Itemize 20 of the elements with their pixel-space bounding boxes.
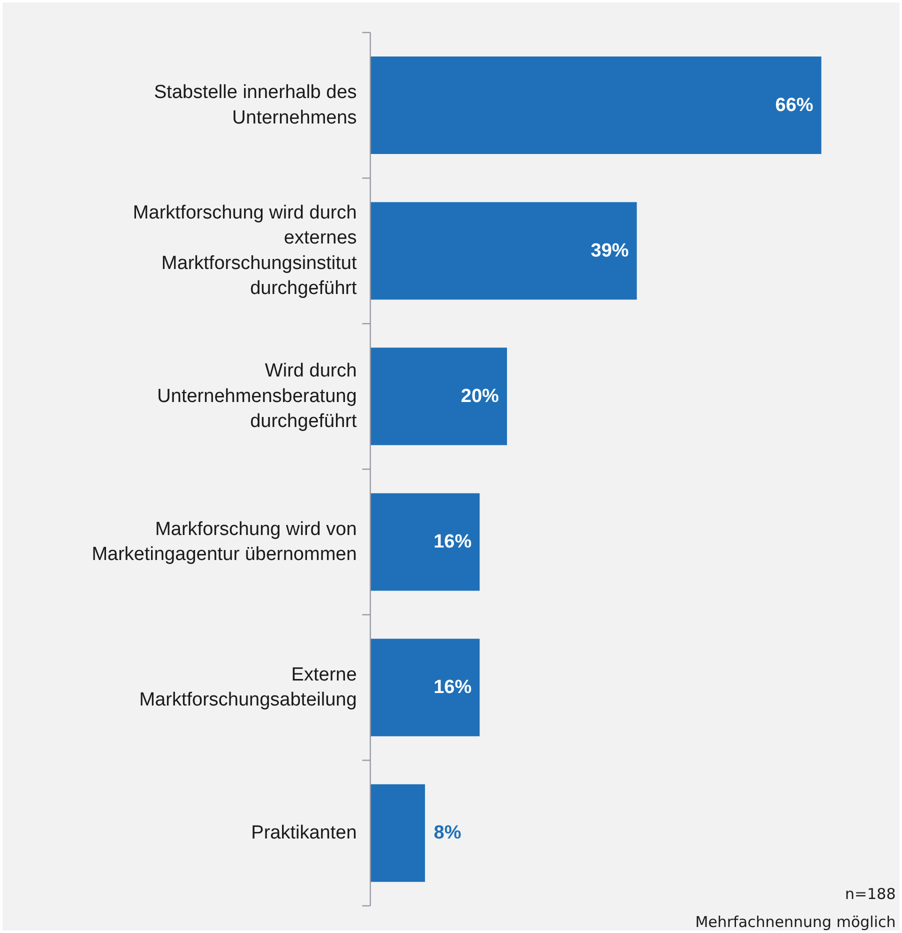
- bar: [370, 493, 480, 591]
- data-label: 66%: [775, 94, 814, 116]
- data-label: 8%: [434, 822, 462, 844]
- y-tick-label: Marktforschung wird durch externes Marktforschungsinstitut durchgeführt: [132, 202, 358, 300]
- bar: [370, 202, 637, 300]
- data-label: 20%: [460, 386, 500, 407]
- y-tick-label: Externe Marktforschungsabteilung: [139, 664, 357, 711]
- bar: [370, 348, 507, 446]
- y-tick-label: Praktikanten: [251, 822, 357, 844]
- text: Mehrfachnennung möglich: [695, 912, 896, 931]
- data-label: 39%: [590, 240, 629, 262]
- y-tick-label: Markforschung wird von Marketingagentur übernommen: [92, 518, 357, 566]
- bar: [370, 56, 822, 154]
- data-label: 16%: [434, 531, 472, 552]
- y-tick-label: Wird durch Unternehmensberatung durchgeführt: [157, 360, 358, 432]
- bar: [370, 638, 480, 736]
- text: n=188: [845, 885, 896, 904]
- bar: [370, 784, 425, 882]
- data-label: 16%: [434, 677, 472, 698]
- y-tick-label: Stabstelle innerhalb des Unternehmens: [154, 82, 357, 128]
